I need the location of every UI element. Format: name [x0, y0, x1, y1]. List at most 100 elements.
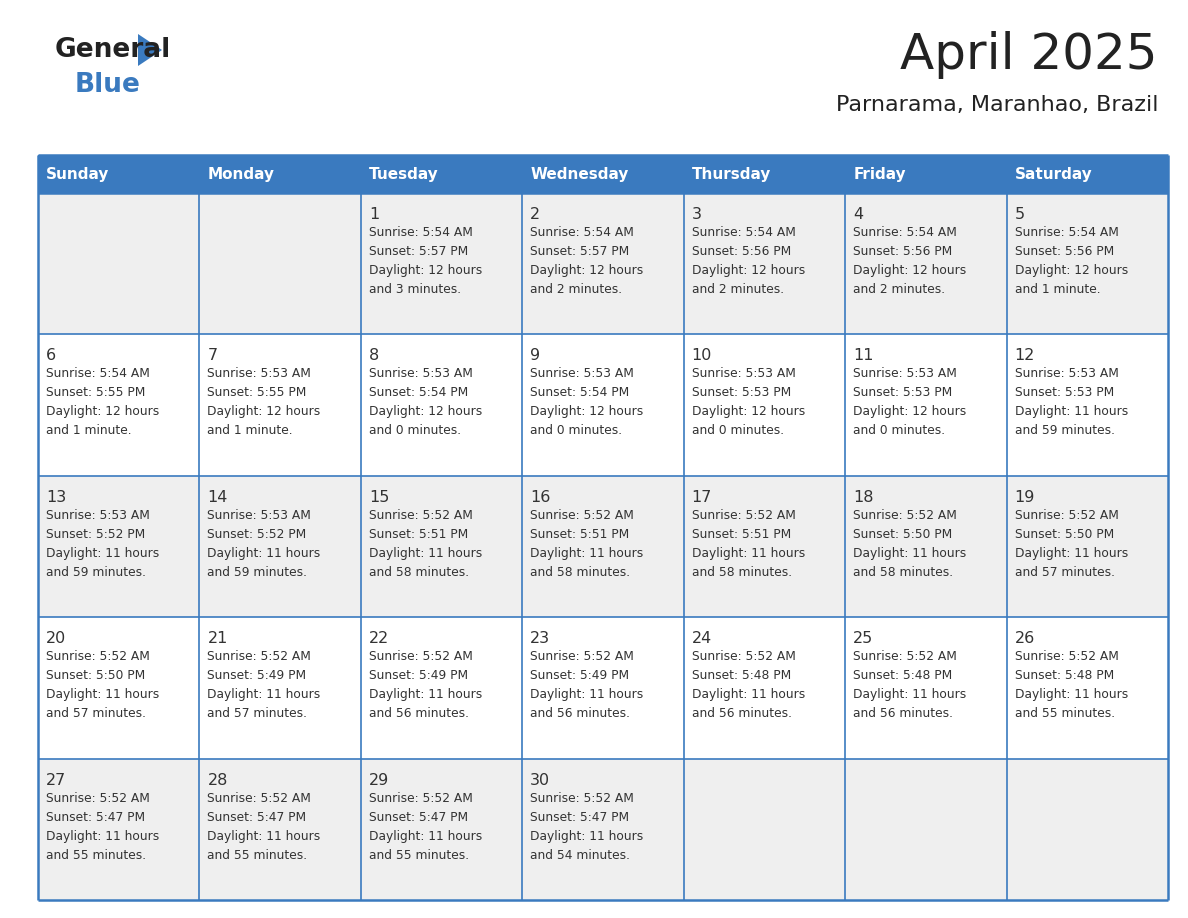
Text: Sunset: 5:50 PM: Sunset: 5:50 PM [46, 669, 145, 682]
Text: Sunrise: 5:52 AM: Sunrise: 5:52 AM [208, 791, 311, 804]
Text: and 1 minute.: and 1 minute. [208, 424, 293, 437]
Text: and 58 minutes.: and 58 minutes. [368, 565, 469, 579]
Text: Daylight: 11 hours: Daylight: 11 hours [208, 688, 321, 701]
Bar [38, 476, 200, 617]
Text: Daylight: 12 hours: Daylight: 12 hours [46, 406, 159, 419]
Text: 19: 19 [1015, 490, 1035, 505]
Bar [38, 193, 200, 334]
Text: Sunset: 5:51 PM: Sunset: 5:51 PM [530, 528, 630, 541]
Text: Sunset: 5:55 PM: Sunset: 5:55 PM [208, 386, 307, 399]
Text: and 2 minutes.: and 2 minutes. [853, 283, 946, 296]
Text: Daylight: 12 hours: Daylight: 12 hours [691, 406, 805, 419]
Text: Daylight: 11 hours: Daylight: 11 hours [853, 688, 966, 701]
Bar [361, 758, 523, 900]
Text: Tuesday: Tuesday [368, 166, 438, 182]
Text: and 59 minutes.: and 59 minutes. [1015, 424, 1114, 437]
Bar [845, 758, 1006, 900]
Text: Daylight: 11 hours: Daylight: 11 hours [530, 547, 644, 560]
Bar [1006, 193, 1168, 334]
Text: Daylight: 11 hours: Daylight: 11 hours [853, 547, 966, 560]
Text: Daylight: 11 hours: Daylight: 11 hours [208, 830, 321, 843]
Text: Daylight: 12 hours: Daylight: 12 hours [368, 406, 482, 419]
Text: Sunset: 5:56 PM: Sunset: 5:56 PM [853, 245, 953, 258]
Text: Daylight: 12 hours: Daylight: 12 hours [853, 264, 966, 277]
Text: and 58 minutes.: and 58 minutes. [530, 565, 631, 579]
Text: Daylight: 12 hours: Daylight: 12 hours [530, 406, 644, 419]
Bar [523, 334, 684, 476]
Text: 30: 30 [530, 773, 550, 788]
Text: Sunrise: 5:52 AM: Sunrise: 5:52 AM [1015, 650, 1118, 663]
Bar [845, 476, 1006, 617]
Text: 21: 21 [208, 632, 228, 646]
Text: Sunrise: 5:52 AM: Sunrise: 5:52 AM [853, 650, 958, 663]
Text: Sunset: 5:48 PM: Sunset: 5:48 PM [853, 669, 953, 682]
Text: Daylight: 11 hours: Daylight: 11 hours [1015, 406, 1127, 419]
Text: and 3 minutes.: and 3 minutes. [368, 283, 461, 296]
Text: Sunset: 5:56 PM: Sunset: 5:56 PM [691, 245, 791, 258]
Text: General: General [55, 37, 171, 63]
Text: Daylight: 12 hours: Daylight: 12 hours [530, 264, 644, 277]
Text: and 55 minutes.: and 55 minutes. [208, 848, 308, 862]
Text: and 55 minutes.: and 55 minutes. [1015, 707, 1114, 721]
Text: and 54 minutes.: and 54 minutes. [530, 848, 631, 862]
Text: and 57 minutes.: and 57 minutes. [1015, 565, 1114, 579]
Text: Wednesday: Wednesday [530, 166, 628, 182]
Text: 24: 24 [691, 632, 712, 646]
Text: Sunday: Sunday [46, 166, 109, 182]
Text: Thursday: Thursday [691, 166, 771, 182]
Text: and 1 minute.: and 1 minute. [1015, 283, 1100, 296]
Text: Sunrise: 5:54 AM: Sunrise: 5:54 AM [853, 226, 958, 239]
Bar [684, 617, 845, 758]
Text: Sunset: 5:51 PM: Sunset: 5:51 PM [368, 528, 468, 541]
Text: 20: 20 [46, 632, 67, 646]
Polygon shape [138, 34, 162, 66]
Text: and 0 minutes.: and 0 minutes. [691, 424, 784, 437]
Text: and 59 minutes.: and 59 minutes. [46, 565, 146, 579]
Bar [361, 617, 523, 758]
Text: Sunrise: 5:54 AM: Sunrise: 5:54 AM [691, 226, 796, 239]
Bar [523, 193, 684, 334]
Text: Sunrise: 5:52 AM: Sunrise: 5:52 AM [208, 650, 311, 663]
Text: 6: 6 [46, 349, 56, 364]
Bar [1006, 758, 1168, 900]
Text: and 1 minute.: and 1 minute. [46, 424, 132, 437]
Text: and 56 minutes.: and 56 minutes. [691, 707, 791, 721]
Text: Sunset: 5:57 PM: Sunset: 5:57 PM [530, 245, 630, 258]
Text: 10: 10 [691, 349, 712, 364]
Text: Blue: Blue [75, 72, 141, 98]
Text: Sunset: 5:47 PM: Sunset: 5:47 PM [368, 811, 468, 823]
Bar [200, 193, 361, 334]
Text: Friday: Friday [853, 166, 905, 182]
Text: Daylight: 11 hours: Daylight: 11 hours [208, 547, 321, 560]
Bar [38, 155, 200, 193]
Text: Sunrise: 5:52 AM: Sunrise: 5:52 AM [691, 650, 796, 663]
Text: Sunset: 5:49 PM: Sunset: 5:49 PM [530, 669, 630, 682]
Bar [523, 758, 684, 900]
Text: Daylight: 11 hours: Daylight: 11 hours [691, 688, 805, 701]
Text: Daylight: 11 hours: Daylight: 11 hours [1015, 547, 1127, 560]
Text: Sunrise: 5:52 AM: Sunrise: 5:52 AM [530, 509, 634, 521]
Text: Sunset: 5:48 PM: Sunset: 5:48 PM [1015, 669, 1114, 682]
Bar [38, 617, 200, 758]
Text: Daylight: 11 hours: Daylight: 11 hours [530, 830, 644, 843]
Text: Sunrise: 5:52 AM: Sunrise: 5:52 AM [368, 650, 473, 663]
Text: Sunrise: 5:53 AM: Sunrise: 5:53 AM [530, 367, 634, 380]
Text: Sunset: 5:47 PM: Sunset: 5:47 PM [208, 811, 307, 823]
Text: Sunrise: 5:52 AM: Sunrise: 5:52 AM [530, 791, 634, 804]
Text: 23: 23 [530, 632, 550, 646]
Text: 15: 15 [368, 490, 390, 505]
Text: Sunset: 5:48 PM: Sunset: 5:48 PM [691, 669, 791, 682]
Text: and 59 minutes.: and 59 minutes. [208, 565, 308, 579]
Text: 8: 8 [368, 349, 379, 364]
Text: Sunrise: 5:52 AM: Sunrise: 5:52 AM [691, 509, 796, 521]
Text: 26: 26 [1015, 632, 1035, 646]
Bar [200, 155, 361, 193]
Text: Sunset: 5:50 PM: Sunset: 5:50 PM [853, 528, 953, 541]
Text: Sunset: 5:56 PM: Sunset: 5:56 PM [1015, 245, 1114, 258]
Bar [845, 193, 1006, 334]
Bar [845, 155, 1006, 193]
Text: and 56 minutes.: and 56 minutes. [530, 707, 631, 721]
Text: Parnarama, Maranhao, Brazil: Parnarama, Maranhao, Brazil [835, 95, 1158, 115]
Bar [361, 193, 523, 334]
Text: Sunrise: 5:52 AM: Sunrise: 5:52 AM [46, 791, 150, 804]
